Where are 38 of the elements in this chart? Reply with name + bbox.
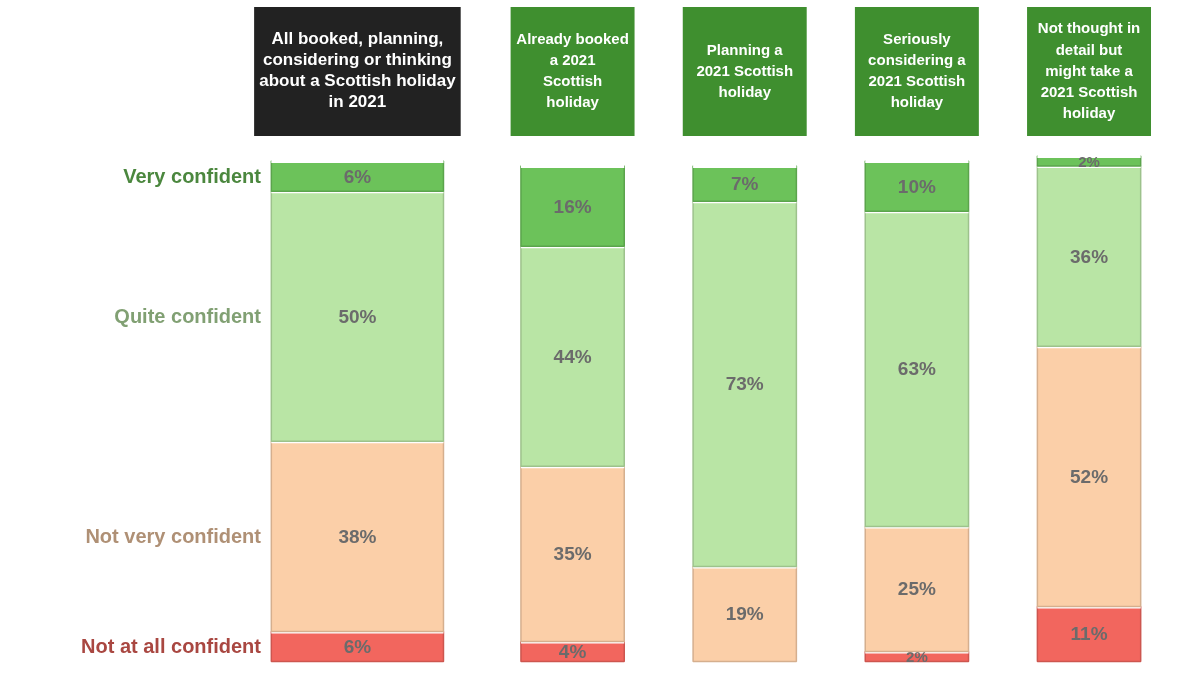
data-label: 19% xyxy=(725,603,764,625)
data-label: 10% xyxy=(897,175,937,197)
data-label: 16% xyxy=(553,195,592,217)
data-label: 52% xyxy=(1070,465,1109,487)
data-label: 6% xyxy=(343,165,372,187)
bar xyxy=(1036,165,1142,348)
bar xyxy=(864,160,970,212)
data-label: 36% xyxy=(1070,245,1109,267)
series-label: Very confident xyxy=(123,165,262,188)
bar xyxy=(520,165,625,247)
data-label: 38% xyxy=(338,525,377,547)
data-label: 35% xyxy=(553,543,592,565)
data-label: 6% xyxy=(343,635,372,657)
data-label: 25% xyxy=(897,578,937,600)
bar xyxy=(1036,605,1142,663)
x-tick-label: Planning a 2021 Scottish holiday xyxy=(696,40,794,100)
x-tick-label: All booked, planning, considering or thinking about a Scottish holiday in 2021 xyxy=(259,28,457,112)
series-label: Quite confident xyxy=(114,305,262,328)
bar xyxy=(692,200,798,568)
series-label: Not very confident xyxy=(85,525,262,548)
bar xyxy=(520,245,625,468)
data-label: 63% xyxy=(897,358,937,380)
data-label: 50% xyxy=(338,305,377,327)
bar xyxy=(692,565,798,663)
series-label: Not at all confident xyxy=(81,635,262,658)
data-label: 4% xyxy=(558,640,587,662)
x-tick-label: Already booked a 2021 Scottish holiday xyxy=(516,29,629,111)
x-tick-label: Seriously considering a 2021 Scottish holiday xyxy=(868,29,967,111)
data-label: 7% xyxy=(731,173,759,195)
data-label: 73% xyxy=(725,373,764,395)
data-label: 11% xyxy=(1070,623,1108,645)
bar xyxy=(864,525,970,653)
data-label: 2% xyxy=(1078,152,1100,170)
bar xyxy=(864,210,970,528)
x-tick-label: Not thought in detail but might take a 2021 Scottish holiday xyxy=(1037,19,1141,122)
bar xyxy=(1036,345,1142,608)
bar xyxy=(520,465,625,643)
data-label: 44% xyxy=(553,345,592,367)
